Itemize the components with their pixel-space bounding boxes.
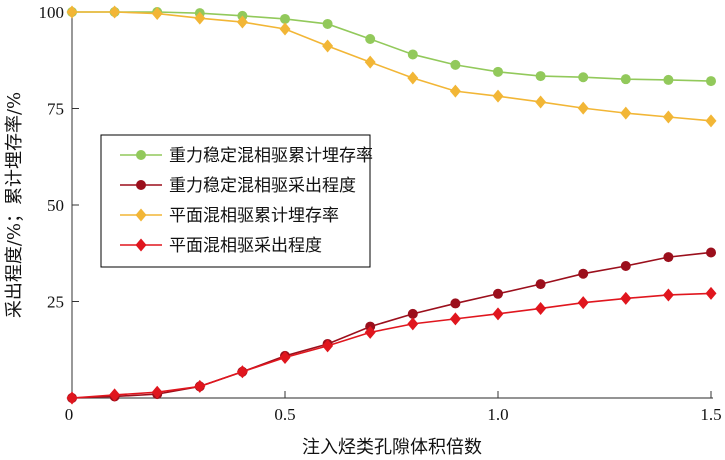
x-tick-label: 0.5 [274, 405, 295, 424]
data-point [705, 114, 717, 128]
y-tick-label: 75 [47, 100, 64, 119]
data-point [662, 110, 674, 124]
data-point [492, 307, 504, 321]
legend: 重力稳定混相驱累计埋存率重力稳定混相驱采出程度平面混相驱累计埋存率平面混相驱采出… [100, 134, 373, 268]
legend-marker [135, 238, 147, 252]
data-point [620, 74, 631, 85]
data-point [279, 22, 291, 36]
series-line [72, 11, 712, 82]
data-point [620, 291, 632, 305]
legend-marker [135, 208, 147, 222]
data-point [236, 15, 248, 29]
data-point [279, 350, 291, 364]
data-point [109, 5, 121, 19]
data-point [535, 95, 547, 109]
x-tick-label: 0 [65, 405, 74, 424]
data-point [322, 18, 333, 29]
data-point [450, 59, 461, 70]
data-point [577, 296, 589, 310]
data-point [449, 312, 461, 326]
data-point [151, 7, 163, 21]
data-point [407, 308, 418, 319]
data-point [493, 288, 503, 299]
data-point [236, 365, 248, 379]
legend-label: 平面混相驱采出程度 [169, 236, 322, 256]
data-point [365, 34, 376, 45]
data-point [705, 286, 717, 300]
data-point [151, 385, 163, 399]
data-point [109, 388, 121, 402]
series-1 [67, 247, 716, 403]
x-tick-label: 1.5 [700, 405, 721, 424]
legend-marker [136, 180, 146, 190]
axes: 0 0.5 1.0 1.5 100 75 50 25 [39, 3, 722, 424]
data-point [706, 76, 716, 87]
series-group [66, 5, 717, 405]
y-tick-label: 50 [47, 196, 64, 215]
data-point [535, 279, 546, 290]
x-tick-label: 1.0 [487, 405, 508, 424]
y-tick-label: 25 [47, 293, 64, 312]
y-tick-label: 100 [39, 3, 65, 22]
series-2 [66, 5, 717, 128]
data-point [663, 74, 674, 85]
legend-label: 平面混相驱累计埋存率 [169, 206, 339, 226]
data-point [364, 325, 376, 339]
legend-item: 平面混相驱采出程度 [120, 236, 322, 256]
data-point [662, 288, 674, 302]
series-3 [66, 286, 717, 405]
legend-item: 平面混相驱累计埋存率 [120, 206, 339, 226]
legend-label: 重力稳定混相驱采出程度 [169, 176, 356, 196]
data-point [450, 298, 461, 309]
series-0 [67, 7, 716, 87]
data-point [280, 13, 290, 24]
x-axis-label: 注入烃类孔隙体积倍数 [302, 437, 482, 458]
legend-item: 重力稳定混相驱采出程度 [120, 176, 356, 196]
data-point [407, 317, 419, 331]
legend-marker [136, 150, 146, 160]
data-point [620, 106, 632, 120]
data-point [66, 391, 78, 405]
data-point [66, 5, 78, 19]
data-point [620, 260, 631, 271]
data-point [407, 71, 419, 85]
data-point [493, 66, 503, 77]
data-point [364, 55, 376, 69]
data-point [194, 11, 206, 25]
data-point [577, 101, 589, 115]
data-point [535, 301, 547, 315]
data-point [578, 268, 589, 279]
data-point [449, 84, 461, 98]
series-line [71, 251, 712, 399]
data-point [322, 39, 334, 53]
data-point [663, 252, 674, 263]
y-axis-label: 采出程度/%；累计埋存率/% [4, 92, 25, 318]
data-point [706, 247, 716, 258]
data-point [407, 49, 418, 60]
series-line [71, 292, 712, 399]
data-point [578, 72, 589, 83]
legend-item: 重力稳定混相驱累计埋存率 [120, 146, 373, 166]
legend-label: 重力稳定混相驱累计埋存率 [169, 146, 373, 166]
data-point [535, 71, 546, 82]
data-point [322, 339, 334, 353]
data-point [492, 89, 504, 103]
data-point [194, 379, 206, 393]
series-line [72, 11, 712, 122]
